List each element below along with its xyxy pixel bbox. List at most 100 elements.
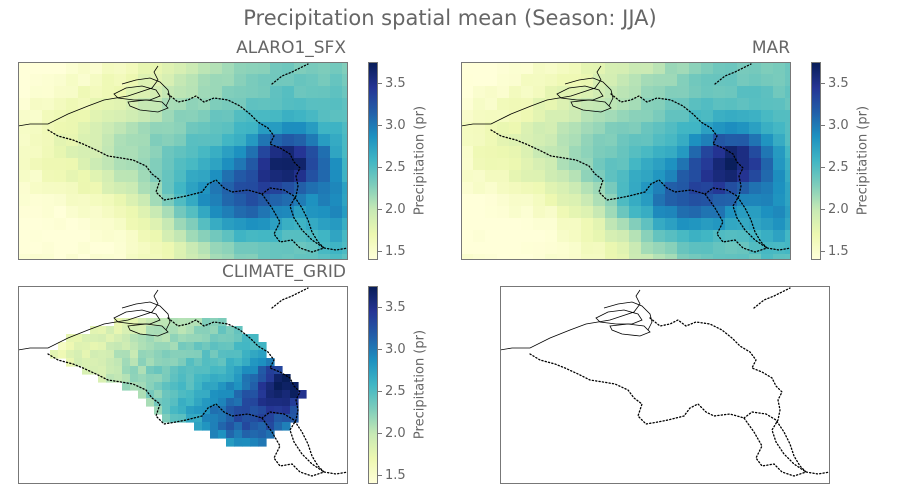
precip-cell [761,158,774,171]
precip-cell [665,182,678,195]
precip-cell [653,230,666,243]
precip-cell [90,182,103,195]
precip-cell [533,122,546,135]
precip-cell [509,86,522,99]
precip-cell [198,122,211,135]
precip-cell [581,122,594,135]
precip-cell [545,170,558,183]
precip-cell [162,122,175,135]
precip-cell [162,158,175,171]
precip-cell [222,98,235,111]
precip-cell [617,254,630,260]
precip-cell [485,170,498,183]
precip-cell [30,218,43,231]
precip-cell [617,74,630,87]
colorbar-tick-label: 3.0 [828,117,849,133]
precip-cell [222,62,235,75]
precip-cell [294,158,307,171]
precip-cell [773,134,786,147]
precip-cell [521,194,534,207]
precip-cell [701,98,714,111]
colorbar-tick-label: 3.5 [385,299,406,315]
precip-cell [677,86,690,99]
precip-cell [98,334,107,343]
precip-cell [98,358,107,367]
precip-cell [210,382,219,391]
precip-cell [90,350,99,359]
precip-cell [226,438,235,447]
precip-cell [545,254,558,260]
precip-cell [629,182,642,195]
precip-cell [30,170,43,183]
precip-cell [701,62,714,75]
precip-cell [18,158,31,171]
precip-cell [485,206,498,219]
precip-cell [178,374,187,383]
precip-cell [485,146,498,159]
precip-cell [497,206,510,219]
precip-cell [761,110,774,123]
precip-cell [665,194,678,207]
precip-cell [242,422,251,431]
precip-cell [82,350,91,359]
precip-cell [557,122,570,135]
precip-cell [194,350,203,359]
precip-cell [170,398,179,407]
precip-cell [138,170,151,183]
precip-cell [78,206,91,219]
precip-cell [186,218,199,231]
precip-cell [485,98,498,111]
precip-cell [174,146,187,159]
precip-cell [90,62,103,75]
precip-cell [593,146,606,159]
precip-cell [146,374,155,383]
precip-cell [473,134,486,147]
precip-cell [154,334,163,343]
precip-cell [641,242,654,255]
precip-cell [521,242,534,255]
precip-cell [150,230,163,243]
precip-cell [545,134,558,147]
precip-cell [521,98,534,111]
country-border [261,187,325,249]
precip-cell [593,134,606,147]
precip-cell [485,86,498,99]
precip-cell [210,350,219,359]
precip-cell [629,218,642,231]
precip-cell [78,74,91,87]
precip-cell [581,242,594,255]
precip-cell [66,182,79,195]
colorbar-gradient [811,62,821,260]
precip-cell [198,86,211,99]
precip-cell [258,382,267,391]
precip-cell [509,194,522,207]
precip-cell [98,366,107,375]
precip-cell [114,254,127,260]
precip-cell [66,350,75,359]
precip-cell [617,146,630,159]
precip-cell [773,74,786,87]
precip-cell [569,218,582,231]
country-border [610,93,768,249]
precip-cell [617,182,630,195]
precip-cell [605,98,618,111]
precip-cell [210,110,223,123]
precip-cell [242,406,251,415]
precip-cell [234,62,247,75]
precip-cell [689,146,702,159]
precip-cell [138,318,147,327]
precip-cell [294,62,307,75]
precip-cell [294,74,307,87]
precip-cell [282,170,295,183]
precip-cell [194,414,203,423]
precip-cell [54,170,67,183]
precip-cell [737,230,750,243]
precip-cell [701,158,714,171]
precip-cell [106,358,115,367]
precip-cell [234,414,243,423]
precip-cell [581,74,594,87]
precip-cell [114,194,127,207]
precip-cell [218,398,227,407]
precip-cell [701,230,714,243]
precip-cell [274,422,283,431]
